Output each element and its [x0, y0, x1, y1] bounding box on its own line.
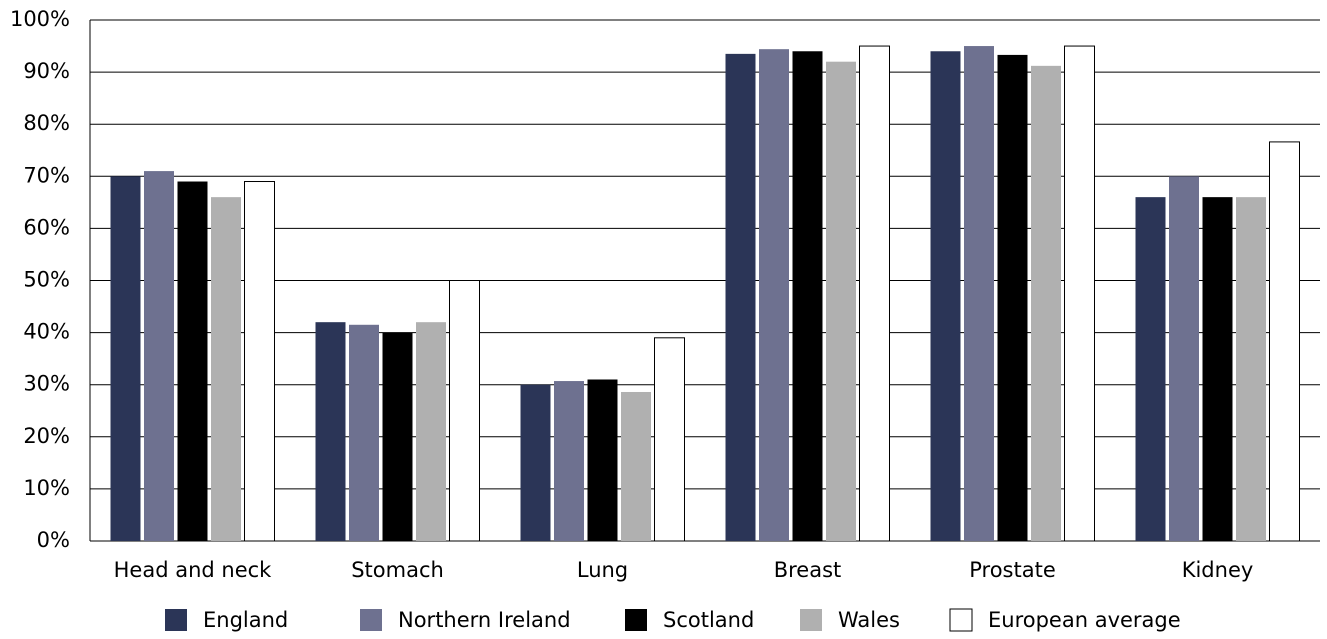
y-tick-label: 10%: [23, 476, 70, 500]
bar: [110, 176, 141, 542]
y-tick-label: 50%: [23, 268, 70, 292]
bar: [859, 45, 890, 542]
bar: [1269, 141, 1300, 542]
bar: [211, 197, 241, 541]
bar: [315, 322, 346, 541]
bar: [177, 181, 208, 541]
y-tick-label: 70%: [23, 163, 70, 187]
x-tick-label: Head and neck: [114, 558, 273, 582]
legend-label: Scotland: [663, 608, 754, 632]
legend-label: Wales: [838, 608, 900, 632]
bar: [826, 61, 856, 542]
bar: [1202, 197, 1233, 541]
x-tick-label: Breast: [774, 558, 842, 582]
bar: [792, 51, 823, 541]
x-tick-label: Lung: [577, 558, 628, 582]
bar: [725, 53, 756, 542]
bar: [621, 391, 651, 541]
bar: [1031, 65, 1061, 542]
bar: [449, 280, 480, 542]
bar: [554, 381, 584, 541]
bar: [244, 181, 275, 542]
legend-label: Northern Ireland: [398, 608, 571, 632]
bar: [930, 51, 961, 541]
x-tick-label: Stomach: [351, 558, 444, 582]
y-tick-label: 20%: [23, 424, 70, 448]
bar: [144, 171, 174, 541]
legend-label: England: [203, 608, 288, 632]
bar: [349, 324, 379, 541]
bar: [997, 54, 1028, 541]
bar: [759, 49, 789, 542]
y-tick-label: 80%: [23, 111, 70, 135]
bar: [416, 322, 446, 541]
bar: [964, 46, 994, 542]
bar: [1135, 197, 1166, 541]
legend-label: European average: [988, 608, 1181, 632]
legend-swatch: [625, 609, 647, 631]
bar: [1169, 176, 1199, 542]
x-tick-label: Kidney: [1182, 558, 1254, 582]
legend-swatch: [360, 609, 382, 631]
legend-swatch: [949, 608, 973, 632]
bar: [654, 337, 685, 542]
y-tick-label: 60%: [23, 215, 70, 239]
bar: [587, 379, 618, 541]
y-tick-label: 30%: [23, 372, 70, 396]
bar: [382, 332, 413, 541]
y-tick-label: 100%: [10, 7, 70, 31]
x-tick-label: Prostate: [969, 558, 1056, 582]
legend-swatch: [165, 609, 187, 631]
y-tick-label: 90%: [23, 59, 70, 83]
y-tick-label: 40%: [23, 320, 70, 344]
bar: [1064, 45, 1095, 542]
bar: [1236, 197, 1266, 541]
bar: [520, 384, 551, 541]
y-tick-label: 0%: [37, 528, 70, 552]
legend-swatch: [800, 609, 822, 631]
